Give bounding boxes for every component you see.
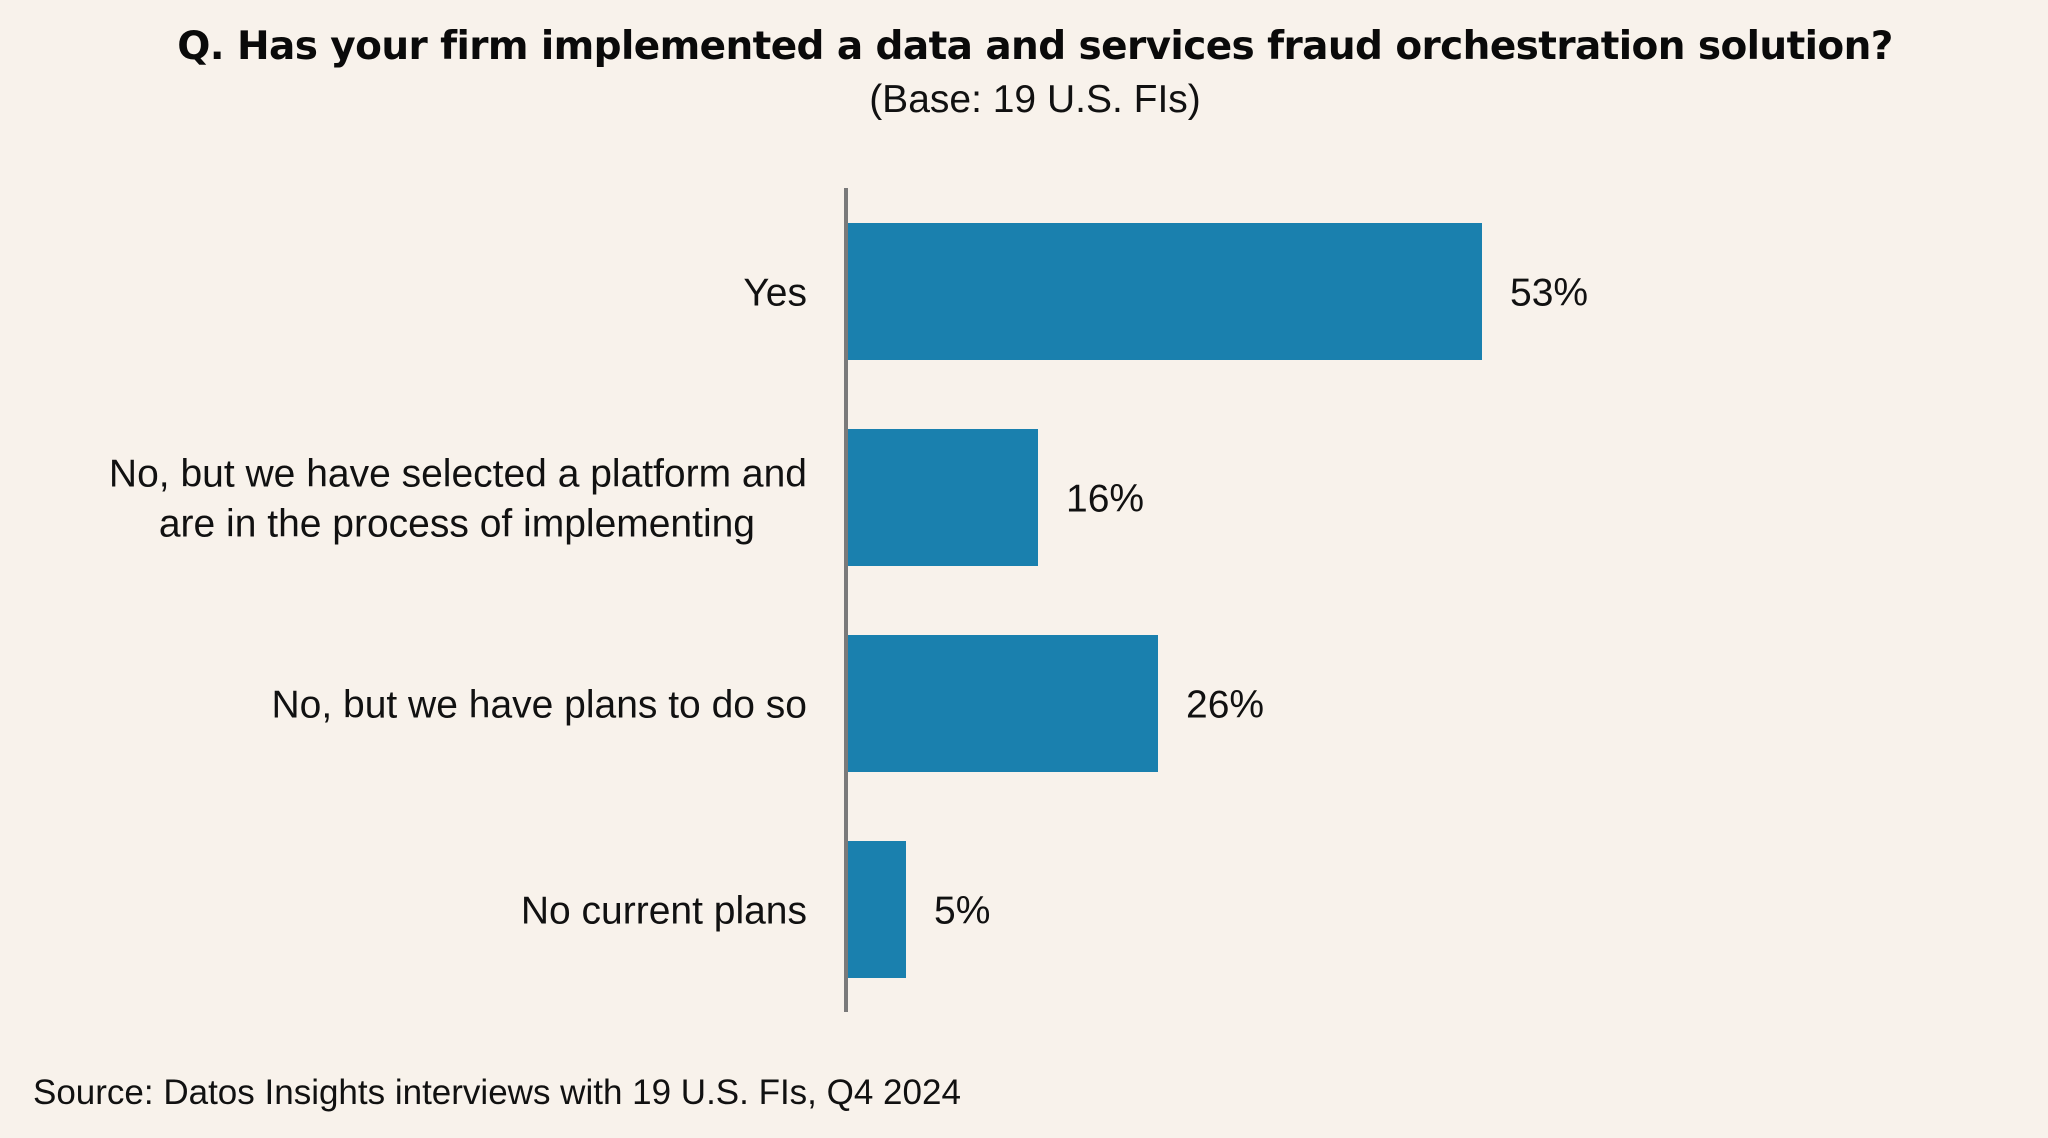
source-note: Source: Datos Insights interviews with 1… <box>33 1073 961 1112</box>
value-label-3: 5% <box>934 890 990 933</box>
value-labels-group: 53% 16% 26% 5% <box>934 272 1588 933</box>
bar-3 <box>846 841 906 978</box>
category-label-0: Yes <box>743 272 807 315</box>
chart-subtitle: (Base: 19 U.S. FIs) <box>869 78 1201 121</box>
category-label-1-line-1: are in the process of implementing <box>159 503 755 546</box>
category-label-3: No current plans <box>521 890 807 933</box>
category-labels-group: Yes No, but we have selected a platform a… <box>109 272 807 933</box>
chart-title: Q. Has your firm implemented a data and … <box>177 24 1893 69</box>
category-label-0-line-0: Yes <box>743 272 807 315</box>
value-label-0: 53% <box>1510 272 1588 315</box>
category-label-1-line-0: No, but we have selected a platform and <box>109 453 807 496</box>
category-label-3-line-0: No current plans <box>521 890 807 933</box>
bar-0 <box>846 223 1482 360</box>
bars-group <box>846 223 1482 978</box>
bar-1 <box>846 429 1038 566</box>
value-label-2: 26% <box>1186 684 1264 727</box>
category-label-2: No, but we have plans to do so <box>271 684 807 727</box>
category-label-1: No, but we have selected a platform and a… <box>109 453 807 546</box>
value-label-1: 16% <box>1066 478 1144 521</box>
bar-2 <box>846 635 1158 772</box>
bar-chart: Yes No, but we have selected a platform a… <box>109 188 1588 1012</box>
category-label-2-line-0: No, but we have plans to do so <box>271 684 807 727</box>
